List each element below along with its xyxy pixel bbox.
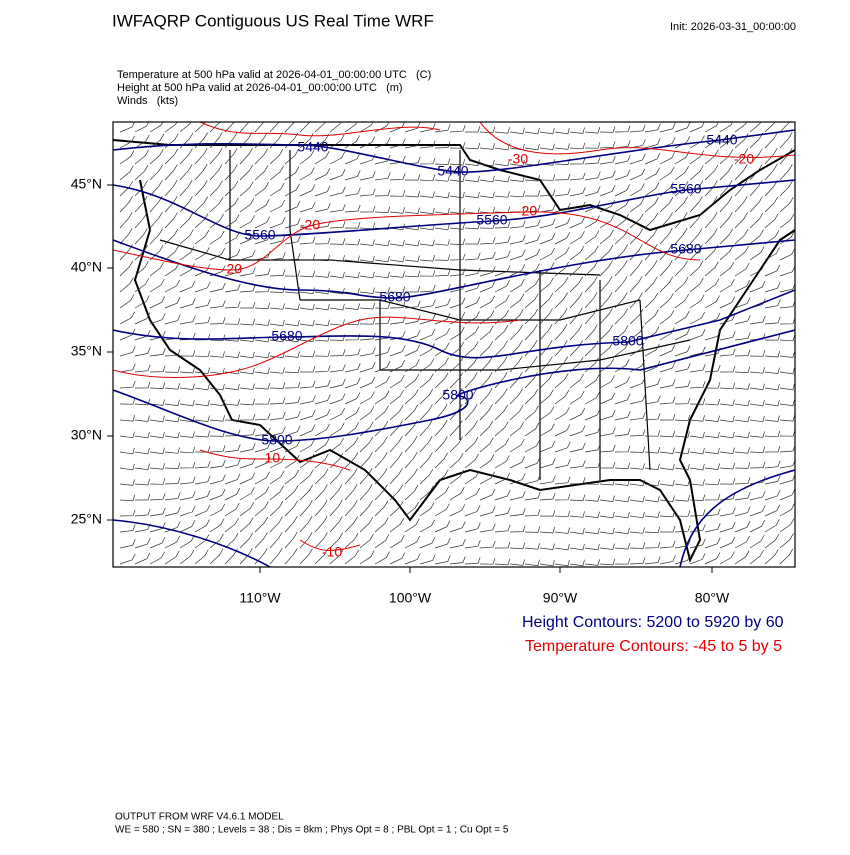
temperature-contour: [199, 122, 795, 158]
height-contour-label: 5680: [670, 241, 701, 257]
height-contours: [113, 129, 795, 567]
height-contour-label: 5440: [437, 163, 468, 179]
height-contour: [113, 179, 795, 237]
height-legend: Height Contours: 5200 to 5920 by 60: [522, 614, 784, 631]
lat-label: 35°N: [71, 343, 102, 359]
height-contour-label: 5560: [670, 181, 701, 197]
height-contour: [113, 239, 795, 299]
field-label: Temperature at 500 hPa valid at 2026-04-…: [117, 69, 431, 81]
coastline: [113, 139, 795, 563]
temperature-contour-label: -20: [734, 151, 754, 167]
temperature-contour-label: -20: [300, 217, 320, 233]
footer-line: OUTPUT FROM WRF V4.6.1 MODEL: [115, 812, 284, 823]
height-contour-label: 5800: [612, 333, 643, 349]
temperature-contour-label: -20: [222, 261, 242, 277]
height-contour-label: 5440: [706, 132, 737, 148]
height-contour-label: 5680: [271, 328, 302, 344]
temperature-contour: [113, 211, 701, 271]
map-frame: [112, 121, 796, 568]
lon-label: 110°W: [239, 590, 281, 606]
lon-label: 100°W: [389, 590, 432, 606]
footer-line: WE = 580 ; SN = 380 ; Levels = 38 ; Dis …: [115, 825, 509, 836]
temperature-contour-label: -30: [508, 151, 528, 167]
lat-label: 40°N: [71, 259, 102, 275]
temperature-contours: [113, 122, 795, 551]
height-contour: [113, 329, 795, 442]
height-contour-label: 5560: [476, 212, 507, 228]
map: 5440 5440 5440 5560 5560 5560 5680 5680 5680 5800…: [113, 122, 795, 567]
lon-label: 80°W: [695, 590, 730, 606]
temperature-contour-label: -10: [260, 450, 280, 466]
lat-label: 25°N: [71, 511, 102, 527]
lat-label: 30°N: [71, 427, 102, 443]
temperature-contour-label: -20: [517, 203, 537, 219]
height-contour: [113, 469, 795, 567]
height-contour-label: 5800: [261, 432, 292, 448]
init-time: Init: 2026-03-31_00:00:00: [670, 21, 796, 33]
title: IWFAQRP Contiguous US Real Time WRF: [112, 11, 434, 30]
temperature-contour: [113, 316, 521, 551]
height-contour-label: 5440: [297, 139, 328, 155]
field-label: Winds (kts): [117, 95, 178, 107]
lat-label: 45°N: [71, 176, 102, 192]
height-contour: [113, 129, 795, 173]
lon-label: 90°W: [543, 590, 578, 606]
temperature-legend: Temperature Contours: -45 to 5 by 5: [525, 638, 782, 655]
height-contour-label: 5800: [442, 387, 473, 403]
height-contour: [113, 289, 795, 359]
height-contour-label: 5680: [379, 289, 410, 305]
height-contour-label: 5560: [244, 227, 275, 243]
field-label: Height at 500 hPa valid at 2026-04-01_00…: [117, 82, 403, 94]
temperature-contour-label: -10: [322, 544, 342, 560]
